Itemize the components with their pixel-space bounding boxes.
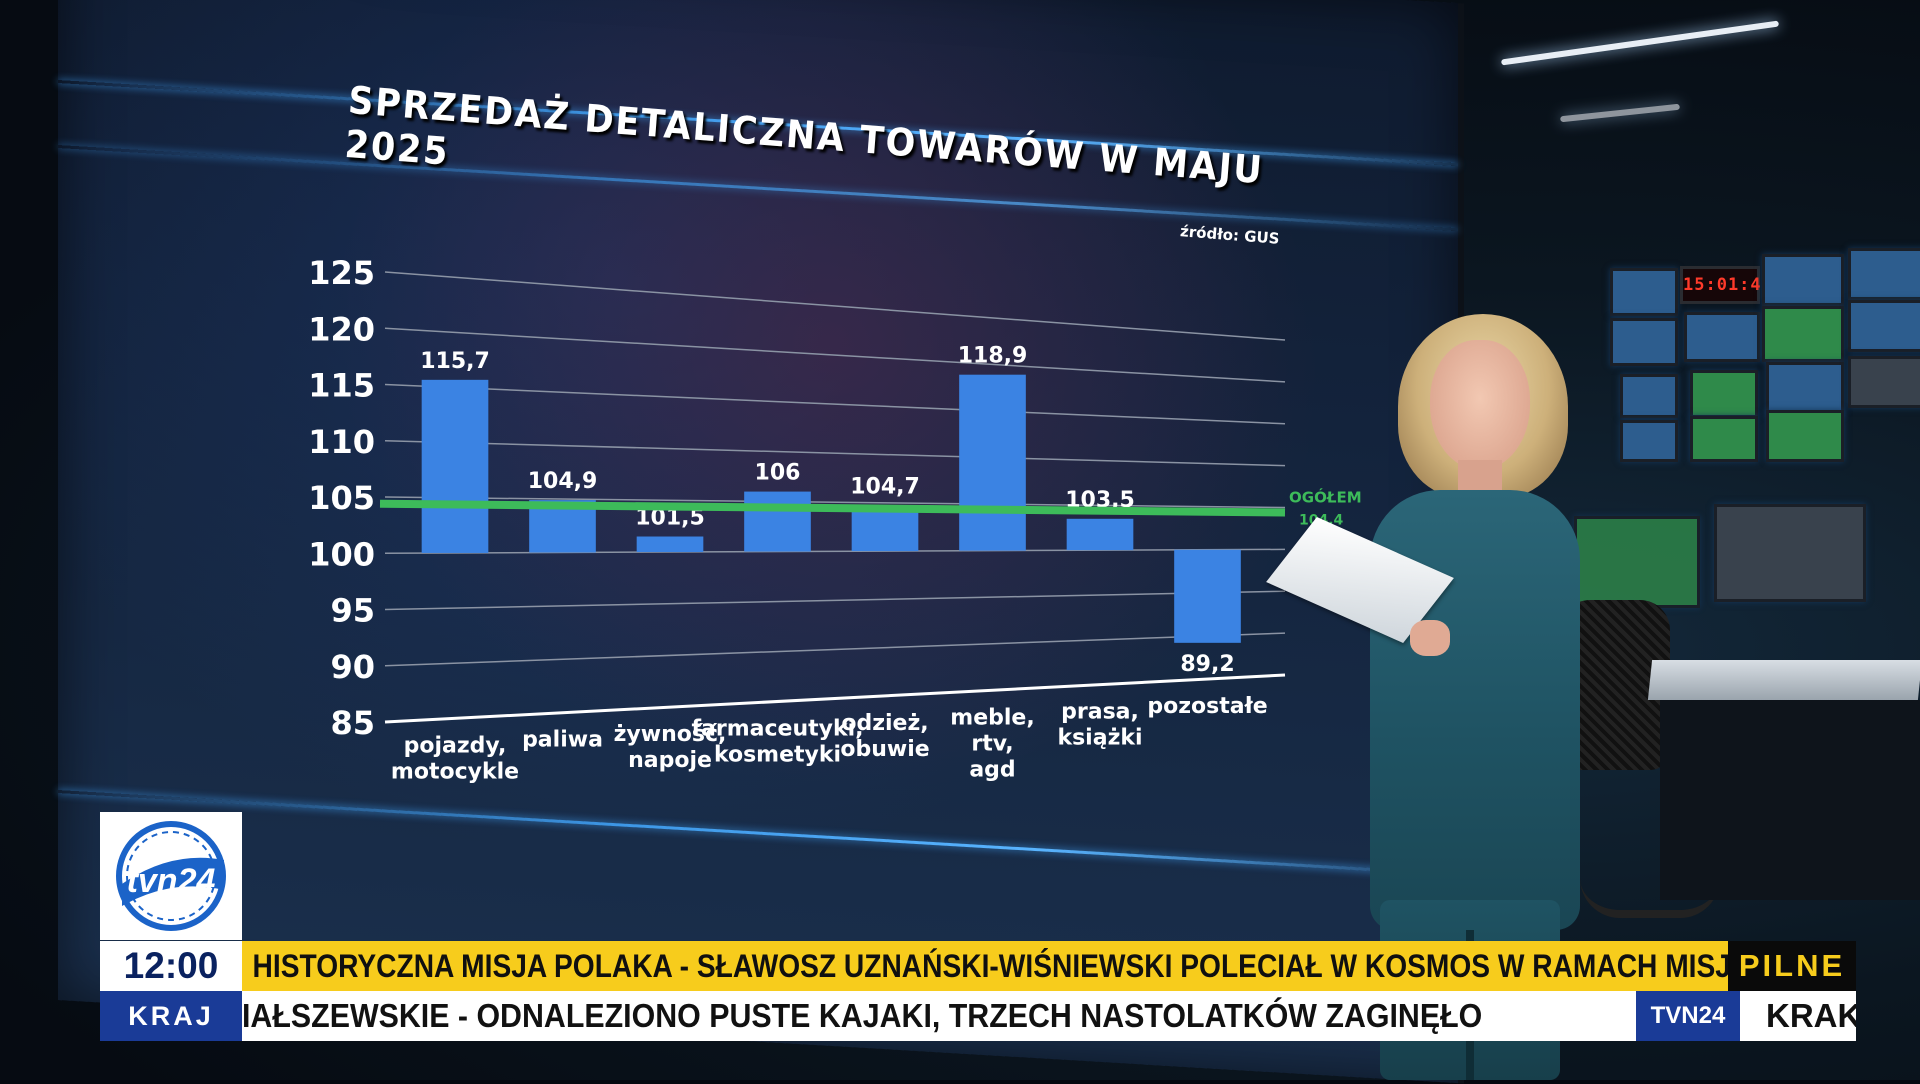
- channel-logo: tvn24: [100, 812, 242, 940]
- bar: [421, 379, 489, 553]
- studio-monitor: [1684, 312, 1760, 362]
- y-tick-label: 100: [308, 535, 375, 573]
- studio-monitor: [1848, 248, 1920, 300]
- studio-monitor: [1714, 504, 1866, 602]
- studio-monitor: [1690, 416, 1758, 462]
- studio-clock: 15:01:42: [1680, 266, 1772, 304]
- gridline: [384, 590, 1286, 611]
- x-tick-label: pozostałe: [1147, 694, 1267, 719]
- studio-monitor: [1620, 420, 1678, 462]
- bar: [636, 536, 704, 553]
- bar: [744, 491, 811, 552]
- bar: [1174, 549, 1241, 643]
- breaking-badge: PILNE: [1728, 941, 1856, 991]
- presenter-hand: [1410, 620, 1450, 656]
- data-label: 106: [755, 461, 801, 486]
- x-tick-label: rtv,: [971, 731, 1013, 756]
- studio-monitor: [1610, 318, 1678, 366]
- studio-monitor: [1610, 268, 1678, 316]
- presenter-face: [1430, 340, 1530, 470]
- data-label: 104,9: [528, 469, 598, 494]
- ticker-next-item: KRAK: [1740, 991, 1856, 1041]
- broadcast-time: 12:00: [100, 941, 242, 991]
- news-ticker: IAŁSZEWSKIE - ODNALEZIONO PUSTE KAJAKI, …: [242, 991, 1636, 1041]
- gridline: [384, 548, 1286, 554]
- y-tick-label: 95: [330, 592, 375, 630]
- data-label: 118,9: [958, 344, 1028, 369]
- gridline: [384, 632, 1286, 667]
- studio-monitor: [1620, 374, 1678, 418]
- studio-monitor: [1848, 300, 1920, 352]
- data-label: 115,7: [420, 349, 490, 374]
- x-tick-label: farmaceutyki,: [691, 717, 863, 742]
- y-tick-label: 105: [308, 479, 375, 517]
- x-tick-label: paliwa: [522, 728, 603, 753]
- gridline: [384, 440, 1286, 467]
- x-axis-line: [384, 673, 1286, 724]
- x-tick-label: napoje: [628, 748, 712, 773]
- bar: [1066, 518, 1134, 551]
- gridline: [384, 271, 1286, 341]
- x-tick-label: motocykle: [391, 759, 519, 784]
- bar: [851, 505, 919, 552]
- x-tick-label: agd: [969, 757, 1015, 782]
- gridline: [384, 383, 1286, 425]
- reference-line: [379, 499, 1286, 517]
- y-tick-label: 125: [308, 254, 375, 292]
- studio-chair-base: [1580, 850, 1720, 918]
- y-tick-label: 90: [330, 648, 375, 686]
- x-tick-label: prasa,: [1061, 700, 1139, 725]
- ticker-brand: TVN24: [1636, 991, 1740, 1041]
- y-tick-label: 115: [308, 367, 375, 405]
- bar: [959, 374, 1026, 551]
- studio-desk-base: [1660, 700, 1920, 900]
- x-tick-label: książki: [1057, 726, 1142, 751]
- y-tick-label: 85: [330, 704, 375, 742]
- y-tick-label: 120: [308, 310, 375, 348]
- studio-monitor: [1848, 356, 1920, 408]
- x-tick-label: pojazdy,: [404, 733, 507, 758]
- gridline: [384, 496, 1286, 509]
- x-tick-label: żywność,: [614, 722, 727, 747]
- logo-text: tvn24: [127, 862, 216, 900]
- x-tick-label: odzież,: [841, 711, 928, 736]
- headline-bar: HISTORYCZNA MISJA POLAKA - SŁAWOSZ UZNAŃ…: [242, 941, 1728, 991]
- x-tick-label: kosmetyki: [714, 743, 841, 768]
- studio-monitor: [1766, 410, 1844, 462]
- reference-label: OGÓŁEM: [1289, 488, 1362, 507]
- data-label: 104,7: [850, 475, 920, 500]
- ticker-text: IAŁSZEWSKIE - ODNALEZIONO PUSTE KAJAKI, …: [242, 997, 1483, 1034]
- studio-monitor: [1762, 254, 1844, 306]
- gridline: [384, 327, 1286, 383]
- y-tick-label: 110: [308, 423, 375, 461]
- data-label: 89,2: [1180, 652, 1234, 677]
- section-label: KRAJ: [100, 991, 242, 1041]
- x-tick-label: obuwie: [840, 737, 929, 762]
- headline-text: HISTORYCZNA MISJA POLAKA - SŁAWOSZ UZNAŃ…: [252, 948, 1728, 984]
- tvn24-logo-icon: tvn24: [116, 821, 226, 931]
- studio-monitor: [1762, 306, 1844, 362]
- x-tick-label: meble,: [950, 705, 1034, 730]
